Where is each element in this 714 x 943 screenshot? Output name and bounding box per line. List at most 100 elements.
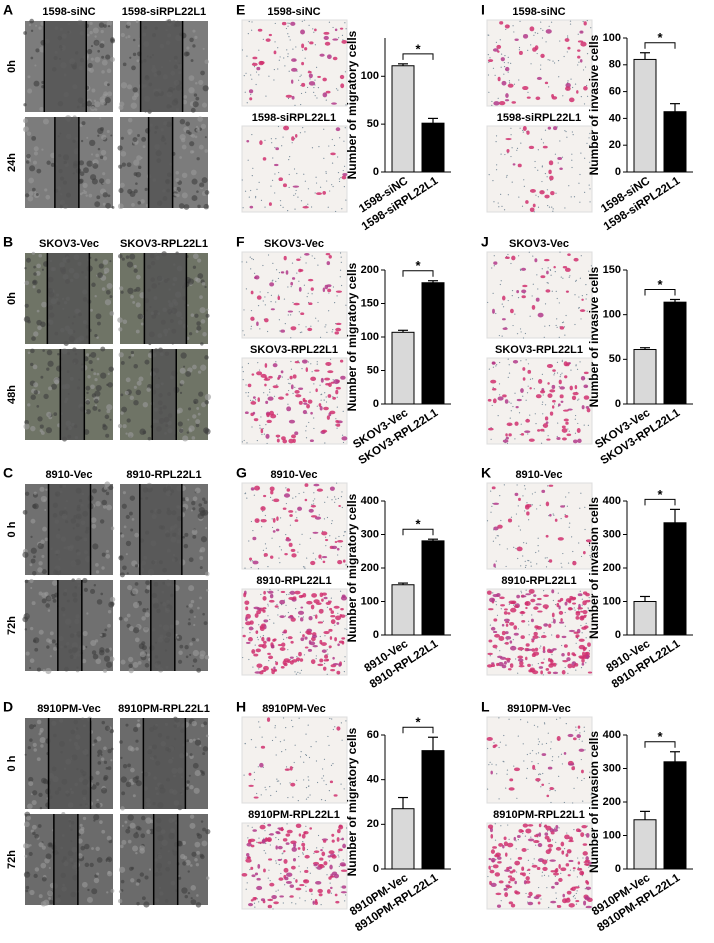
stained-cell <box>329 411 335 415</box>
pore <box>272 180 273 181</box>
pore <box>573 829 574 830</box>
stained-cell <box>548 170 551 175</box>
pore <box>338 536 339 537</box>
stained-cell <box>510 608 516 613</box>
pore <box>325 324 326 325</box>
pore <box>543 674 544 675</box>
stained-cell <box>498 636 504 641</box>
pore <box>344 656 345 657</box>
stained-cell <box>564 835 570 840</box>
stained-cell <box>487 737 493 741</box>
pore <box>247 882 248 883</box>
y-tick-label: 40 <box>609 112 621 124</box>
cell <box>127 572 129 574</box>
pore <box>257 637 258 638</box>
stained-cell <box>304 47 307 50</box>
pore <box>290 39 291 40</box>
pore <box>522 555 523 556</box>
stained-cell <box>553 266 555 269</box>
pore <box>534 161 535 162</box>
pore <box>538 545 539 546</box>
cell <box>119 890 122 893</box>
cell <box>95 295 97 297</box>
cell <box>101 56 104 59</box>
stained-cell <box>523 377 526 380</box>
wound-gap <box>60 349 84 440</box>
pore <box>331 499 332 500</box>
pore <box>499 335 500 336</box>
pore <box>331 184 332 185</box>
cell <box>92 406 97 411</box>
cell <box>204 204 210 210</box>
stained-cell <box>268 376 273 379</box>
stained-cell <box>288 310 293 312</box>
stained-cell <box>291 58 297 62</box>
cell <box>43 900 49 906</box>
stained-cell <box>548 127 551 130</box>
pore <box>569 523 570 524</box>
pore <box>496 773 497 774</box>
cell <box>80 171 85 176</box>
pore <box>572 131 573 132</box>
stained-cell <box>541 784 544 786</box>
pore <box>527 722 528 723</box>
pore <box>537 288 538 289</box>
pore <box>509 364 510 365</box>
stained-cell <box>317 889 322 893</box>
stained-cell <box>555 825 558 829</box>
cell <box>101 757 105 761</box>
stained-cell <box>288 616 294 619</box>
cell <box>186 739 189 742</box>
pore <box>341 262 342 263</box>
pore <box>256 71 257 72</box>
stained-cell <box>533 606 538 609</box>
stained-cell <box>516 290 519 293</box>
pore <box>289 187 290 188</box>
pore <box>509 372 510 373</box>
pore <box>548 86 549 87</box>
cell <box>196 902 201 907</box>
pore <box>338 856 339 857</box>
cell <box>25 492 29 496</box>
cell <box>119 740 123 744</box>
cell <box>36 193 39 196</box>
cell <box>102 553 106 557</box>
stained-cell <box>558 537 564 540</box>
pore <box>496 135 497 136</box>
pore <box>558 776 559 777</box>
pore <box>507 254 508 255</box>
wound-gap <box>55 117 79 208</box>
cell <box>119 352 124 357</box>
stained-cell <box>569 630 575 632</box>
stained-cell <box>299 884 304 886</box>
pore <box>496 169 497 170</box>
micrograph-bg <box>487 126 592 212</box>
cell <box>187 870 189 872</box>
cell <box>125 391 129 395</box>
stained-cell <box>300 637 304 641</box>
pore <box>549 60 550 61</box>
cell <box>104 272 107 275</box>
pore <box>250 94 251 95</box>
pore <box>263 838 264 839</box>
stained-cell <box>544 832 548 835</box>
stained-cell <box>514 767 520 771</box>
pore <box>503 761 504 762</box>
pore <box>511 410 512 411</box>
pore <box>550 748 551 749</box>
pore <box>520 529 521 530</box>
stained-cell <box>556 603 559 607</box>
stained-cell <box>585 652 588 656</box>
pore <box>548 267 549 268</box>
stained-cell <box>564 375 567 378</box>
pore <box>282 376 283 377</box>
pore <box>552 61 553 62</box>
pore <box>298 493 299 494</box>
pore <box>554 62 555 63</box>
cell <box>44 509 46 511</box>
stained-cell <box>576 611 581 613</box>
cell <box>182 192 188 198</box>
stained-cell <box>254 418 259 421</box>
stained-cell <box>329 608 332 611</box>
stained-cell <box>550 191 555 195</box>
